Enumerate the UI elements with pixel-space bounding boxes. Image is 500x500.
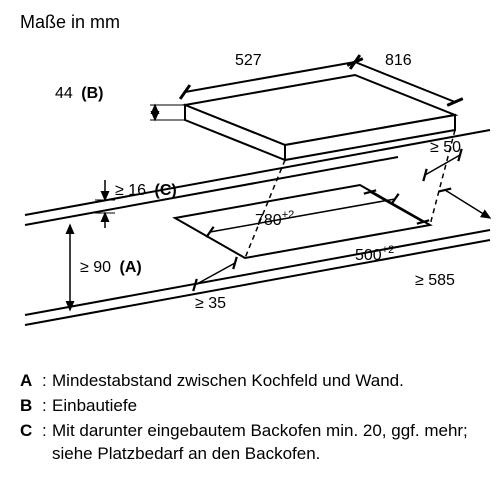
dim-width-top: 816 [385, 52, 412, 69]
legend: A: Mindestabstand zwischen Kochfeld und … [20, 370, 480, 468]
dim-front-gap: ≥ 35 [195, 295, 226, 312]
dim-clearance-c: ≥ 16 (C) [115, 182, 177, 199]
technical-drawing: 527 816 44 (B) ≥ 16 (C) ≥ 90 (A) 780+2 5… [0, 0, 500, 370]
dim-side-gap: ≥ 50 [430, 139, 461, 156]
legend-row: C: Mit darunter eingebautem Backofen min… [20, 420, 480, 466]
legend-text: Mit darunter eingebautem Backofen min. 2… [52, 420, 480, 466]
dim-counter-depth: ≥ 585 [415, 272, 455, 289]
legend-text: Mindestabstand zwischen Kochfeld und Wan… [52, 370, 480, 393]
diagram-container: Maße in mm [0, 0, 500, 500]
legend-text: Einbautiefe [52, 395, 480, 418]
legend-key: A [20, 370, 42, 393]
legend-key: C [20, 420, 42, 466]
legend-row: A: Mindestabstand zwischen Kochfeld und … [20, 370, 480, 393]
dim-cutout-depth: 500+2 [355, 244, 394, 264]
dim-height: 44 (B) [55, 85, 103, 102]
dim-clearance-a: ≥ 90 (A) [80, 259, 142, 276]
legend-key: B [20, 395, 42, 418]
legend-row: B: Einbautiefe [20, 395, 480, 418]
dim-depth-top: 527 [235, 52, 262, 69]
